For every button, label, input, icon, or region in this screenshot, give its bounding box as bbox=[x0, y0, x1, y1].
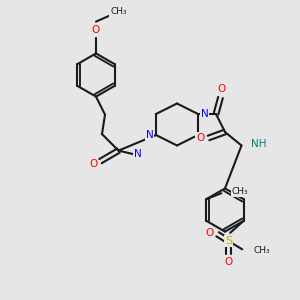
Text: S: S bbox=[225, 236, 232, 246]
Text: O: O bbox=[196, 133, 204, 143]
Text: N: N bbox=[201, 109, 208, 119]
Text: O: O bbox=[205, 228, 213, 238]
Text: CH₃: CH₃ bbox=[254, 246, 270, 255]
Text: CH₃: CH₃ bbox=[232, 187, 248, 196]
Text: N: N bbox=[146, 130, 153, 140]
Text: NH: NH bbox=[250, 139, 266, 149]
Text: CH₃: CH₃ bbox=[110, 7, 127, 16]
Text: O: O bbox=[225, 257, 233, 267]
Text: O: O bbox=[89, 159, 97, 169]
Text: O: O bbox=[217, 84, 225, 94]
Text: O: O bbox=[92, 25, 100, 35]
Text: N: N bbox=[134, 149, 142, 159]
